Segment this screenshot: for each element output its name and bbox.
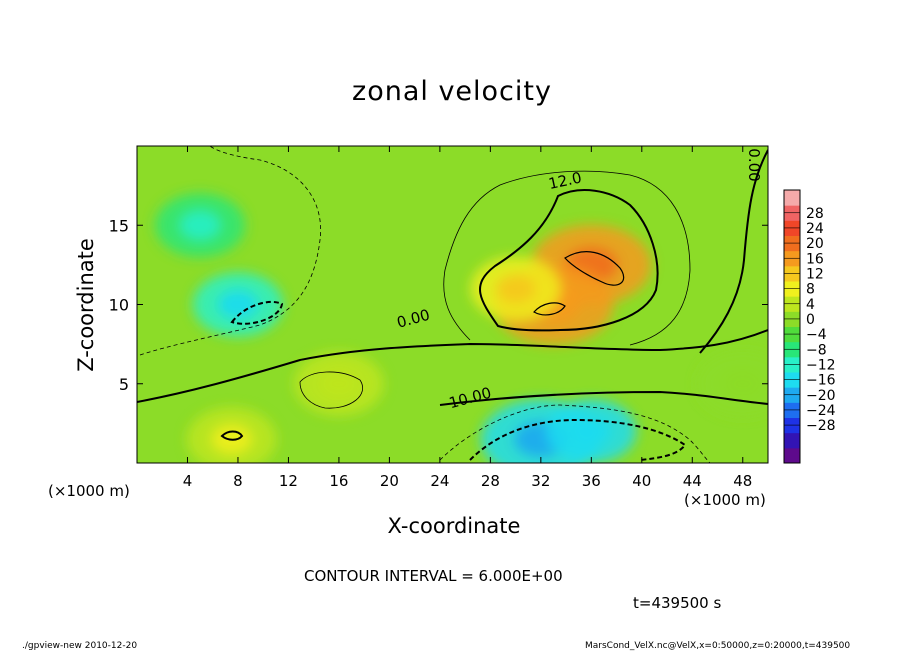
colorbar-label: 20 — [806, 236, 824, 252]
colorbar-label: 16 — [806, 251, 824, 267]
x-unit-left: (×1000 m) — [48, 482, 130, 500]
colorbar-label: −12 — [806, 357, 836, 373]
field-feature-core — [571, 416, 612, 446]
colorbar-label: 4 — [806, 297, 815, 313]
colorbar-label: 24 — [806, 221, 824, 237]
field-feature-core — [179, 210, 221, 240]
field-feature-core — [495, 274, 536, 304]
colorbar-segment — [784, 190, 800, 206]
x-tick-label: 48 — [733, 472, 752, 490]
y-axis-label: Z-coordinate — [74, 238, 98, 372]
velocity-field — [137, 146, 768, 463]
colorbar-label: 0 — [806, 312, 815, 328]
y-axis: 5 10 15 — [109, 216, 768, 394]
contour-lines — [137, 146, 768, 463]
colorbar-segment — [784, 447, 800, 464]
x-tick-label: 40 — [632, 472, 651, 490]
colorbar-label: −8 — [806, 342, 827, 358]
x-axis-label: X-coordinate — [387, 514, 521, 538]
colorbar-label: 8 — [806, 282, 815, 298]
colorbar-label: 28 — [806, 206, 824, 222]
contour-6-blob — [299, 371, 363, 409]
colorbar-label: −28 — [806, 418, 836, 434]
contour-18-a — [564, 251, 625, 286]
field-feature-core — [318, 369, 360, 399]
contour-zero-lower — [137, 329, 768, 403]
time-label: t=439500 s — [633, 594, 722, 612]
contour-neg12-left — [230, 300, 284, 325]
x-tick-label: 36 — [582, 472, 601, 490]
x-unit-right: (×1000 m) — [684, 491, 766, 509]
x-tick-label: 20 — [380, 472, 399, 490]
contour-18-b — [533, 302, 566, 316]
x-axis: 4 8 12 16 20 24 28 32 36 40 44 48 — [183, 146, 752, 490]
footer-right: MarsCond_VelX.nc@VelX,x=0:50000,z=0:2000… — [585, 641, 851, 651]
contour-12 — [479, 189, 659, 332]
field-feature-core — [217, 290, 259, 319]
y-tick-label: 15 — [109, 216, 129, 235]
x-tick-label: 28 — [481, 472, 500, 490]
contour-6 — [443, 170, 691, 346]
x-tick-label: 8 — [233, 472, 243, 490]
colorbar-label: −4 — [806, 327, 827, 343]
contour-6-small — [220, 430, 244, 441]
colorbar-label: −20 — [806, 388, 836, 404]
y-tick-label: 5 — [119, 375, 129, 394]
contour-label: 0.00 — [745, 148, 763, 181]
x-tick-label: 24 — [430, 472, 449, 490]
chart-title: zonal velocity — [352, 76, 552, 107]
colorbar-label: −16 — [806, 373, 836, 389]
x-tick-label: 32 — [531, 472, 550, 490]
y-tick-label: 10 — [109, 296, 129, 315]
colorbar-segment — [784, 432, 800, 449]
contour-neg6-upper — [139, 146, 322, 356]
x-tick-label: 16 — [329, 472, 348, 490]
contour-interval: CONTOUR INTERVAL = 6.000E+00 — [304, 567, 563, 585]
colorbar-label: −24 — [806, 403, 836, 419]
colorbar-frame — [783, 189, 801, 464]
x-tick-label: 4 — [183, 472, 193, 490]
contour-zero-right — [699, 149, 768, 354]
colorbar-label: 12 — [806, 266, 824, 282]
x-tick-label: 12 — [279, 472, 298, 490]
field-feature-core — [722, 369, 764, 399]
contour-neg12-bottom — [469, 418, 687, 461]
contour-zero-bottom — [439, 390, 768, 406]
x-tick-label: 44 — [683, 472, 702, 490]
footer-left: ./gpview-new 2010-12-20 — [22, 641, 138, 651]
